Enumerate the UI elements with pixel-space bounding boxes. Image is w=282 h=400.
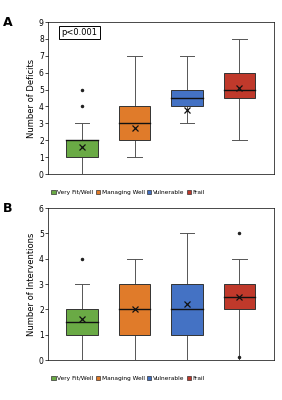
Bar bbox=[66, 140, 98, 157]
Bar bbox=[224, 73, 255, 98]
Bar bbox=[171, 284, 203, 335]
Text: A: A bbox=[3, 16, 12, 29]
Y-axis label: Number of Interventions: Number of Interventions bbox=[27, 232, 36, 336]
Text: p<0.001: p<0.001 bbox=[61, 28, 98, 37]
Legend: Very Fit/Well, Managing Well, Vulnerable, Frail: Very Fit/Well, Managing Well, Vulnerable… bbox=[51, 189, 205, 196]
Bar bbox=[119, 106, 150, 140]
Legend: Very Fit/Well, Managing Well, Vulnerable, Frail: Very Fit/Well, Managing Well, Vulnerable… bbox=[51, 375, 205, 382]
Bar bbox=[66, 309, 98, 335]
Bar bbox=[171, 90, 203, 106]
Bar bbox=[119, 284, 150, 335]
Y-axis label: Number of Deficits: Number of Deficits bbox=[27, 58, 36, 138]
Text: B: B bbox=[3, 202, 12, 215]
Bar bbox=[224, 284, 255, 309]
